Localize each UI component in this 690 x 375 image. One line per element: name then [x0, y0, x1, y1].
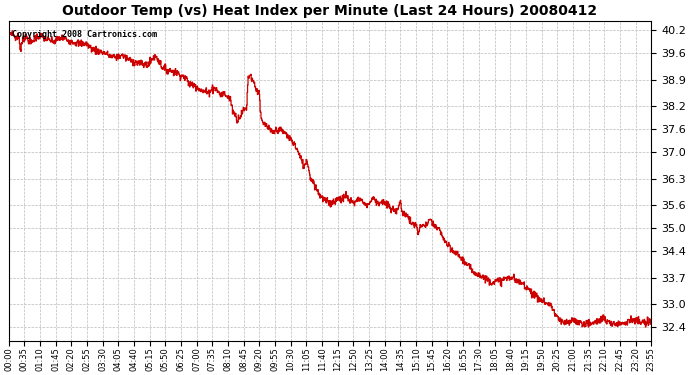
- Title: Outdoor Temp (vs) Heat Index per Minute (Last 24 Hours) 20080412: Outdoor Temp (vs) Heat Index per Minute …: [62, 4, 598, 18]
- Text: Copyright 2008 Cartronics.com: Copyright 2008 Cartronics.com: [12, 30, 157, 39]
